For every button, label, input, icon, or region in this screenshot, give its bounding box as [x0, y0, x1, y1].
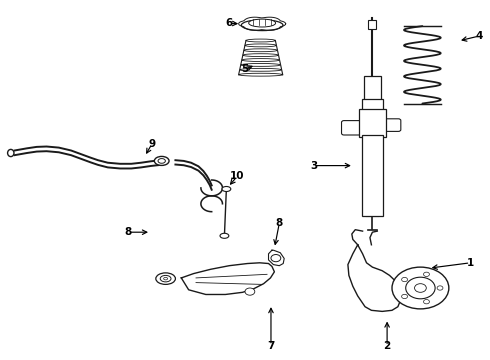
Text: 1: 1: [467, 258, 474, 268]
Ellipse shape: [242, 59, 280, 62]
Circle shape: [423, 272, 429, 276]
Text: 8: 8: [125, 227, 132, 237]
Ellipse shape: [154, 156, 169, 165]
Ellipse shape: [243, 54, 278, 57]
Ellipse shape: [239, 73, 283, 76]
Circle shape: [271, 255, 281, 262]
Text: 7: 7: [267, 341, 275, 351]
Bar: [359, 109, 386, 137]
Text: 2: 2: [384, 341, 391, 351]
Text: 8: 8: [276, 218, 283, 228]
Circle shape: [406, 277, 435, 299]
FancyBboxPatch shape: [342, 121, 361, 135]
Ellipse shape: [242, 20, 283, 31]
Circle shape: [423, 300, 429, 304]
Circle shape: [402, 294, 408, 299]
Polygon shape: [348, 245, 401, 311]
Ellipse shape: [222, 186, 231, 192]
Ellipse shape: [8, 149, 14, 157]
Ellipse shape: [160, 275, 171, 282]
Ellipse shape: [158, 158, 166, 163]
Ellipse shape: [245, 44, 276, 47]
Ellipse shape: [241, 63, 281, 66]
Bar: [364, 76, 381, 101]
Bar: [362, 99, 383, 110]
Text: 9: 9: [148, 139, 155, 149]
Ellipse shape: [240, 68, 282, 71]
Text: 10: 10: [230, 171, 245, 181]
FancyBboxPatch shape: [384, 119, 401, 131]
Ellipse shape: [244, 49, 277, 52]
Circle shape: [245, 288, 255, 295]
Text: 6: 6: [226, 18, 233, 28]
Circle shape: [437, 286, 443, 290]
Text: 4: 4: [475, 31, 483, 41]
Circle shape: [415, 284, 426, 292]
Ellipse shape: [164, 277, 168, 280]
Ellipse shape: [156, 273, 175, 284]
Bar: [368, 20, 376, 29]
Ellipse shape: [246, 39, 275, 42]
Circle shape: [402, 277, 408, 282]
Ellipse shape: [220, 233, 229, 238]
Polygon shape: [269, 250, 284, 266]
Circle shape: [392, 267, 449, 309]
Ellipse shape: [249, 19, 275, 27]
Text: 5: 5: [242, 64, 248, 74]
Bar: [362, 135, 383, 216]
Text: 3: 3: [310, 161, 317, 171]
Polygon shape: [181, 263, 274, 294]
